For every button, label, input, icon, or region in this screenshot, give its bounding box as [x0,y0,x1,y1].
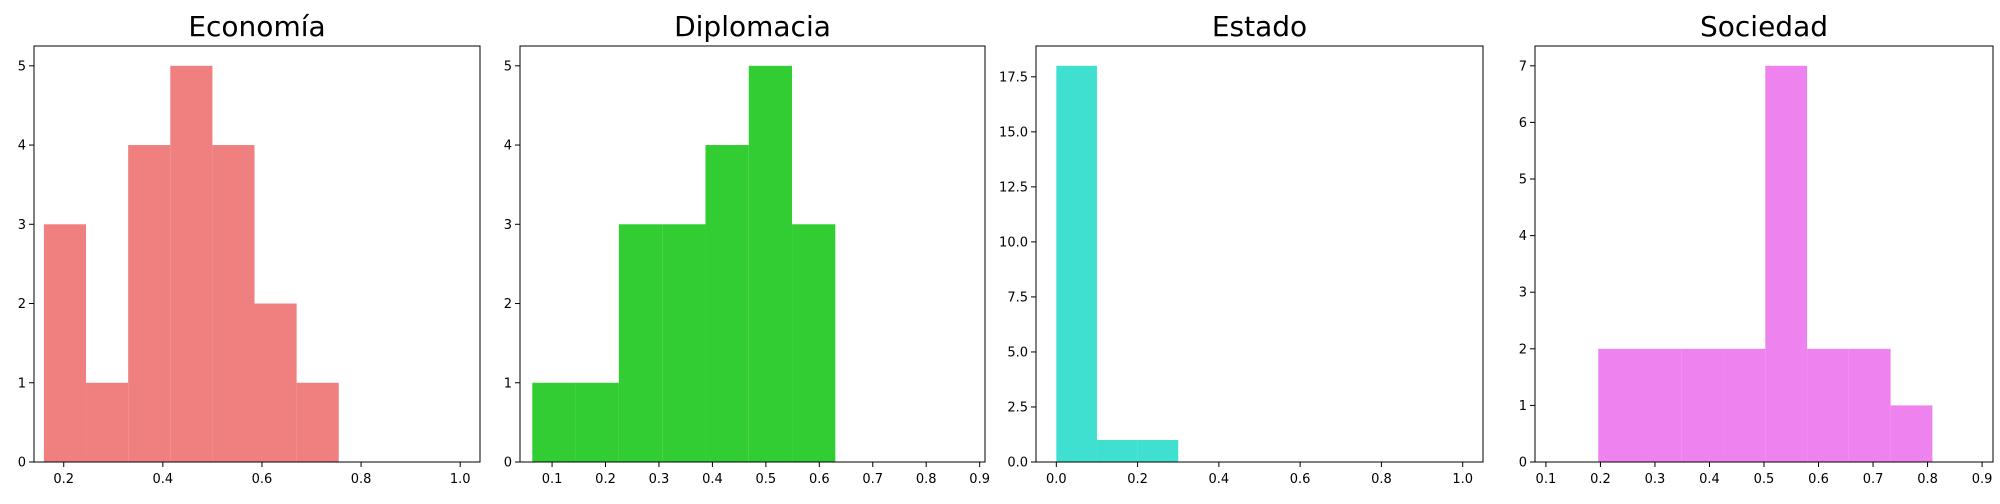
y-tick-label: 7 [1519,59,1527,74]
y-tick-label: 2 [1519,342,1527,357]
histogram-bar [792,224,836,462]
x-tick-label: 1.0 [1452,472,1473,487]
y-tick-label: 3 [18,218,26,233]
x-tick-label: 0.0 [1046,472,1067,487]
x-tick-label: 0.4 [1209,472,1230,487]
y-tick-label: 3 [504,218,512,233]
x-tick-label: 0.8 [1371,472,1392,487]
y-tick-label: 5.0 [1007,345,1028,360]
histogram-bar [1681,348,1724,462]
histogram-panel: Sociedad 0.1 0.2 0.3 0.4 0.5 0.6 0.7 0.8 0.9 0 1 2 3 4… [1519,10,1994,487]
histogram-bar [170,65,213,463]
histogram-bar [1848,348,1891,462]
histogram-bar [212,145,255,463]
y-tick-label: 0 [1519,456,1527,471]
histogram-bar [748,65,793,463]
x-tick-label: 0.5 [756,472,777,487]
y-tick-label: 4 [504,139,512,154]
x-tick-label: 0.4 [702,472,723,487]
x-tick-label: 0.2 [1590,472,1611,487]
y-tick-label: 5 [18,59,26,74]
y-tick-label: 12.5 [999,180,1028,195]
y-tick-label: 5 [504,59,512,74]
histogram-bar [1598,348,1641,462]
axes-frame [33,45,481,463]
x-tick-label: 0.7 [862,472,883,487]
x-tick-label: 0.4 [1699,472,1720,487]
histogram-bar [1807,348,1849,462]
histogram-bar [705,145,749,463]
x-tick-label: 0.9 [969,472,990,487]
histogram-panel: Economía 0.2 0.4 0.6 0.8 1.0 0 1 2 3 4 5 [18,10,481,487]
y-tick-label: 1 [18,376,26,391]
x-tick-label: 0.6 [1290,472,1311,487]
y-tick-label: 2 [18,297,26,312]
y-tick-label: 4 [1519,229,1527,244]
y-tick-label: 17.5 [999,70,1028,85]
x-tick-label: 0.5 [1754,472,1775,487]
x-tick-label: 0.4 [153,472,174,487]
chart-title: Sociedad [1700,10,1828,43]
y-tick-label: 5 [1519,173,1527,188]
histogram-bar [1723,348,1766,462]
axes-frame [1035,45,1484,463]
y-tick-label: 7.5 [1007,290,1028,305]
y-tick-label: 10.0 [999,235,1028,250]
x-tick-label: 0.2 [595,472,616,487]
histogram-bar [618,224,663,462]
y-tick-label: 6 [1519,116,1527,131]
chart-title: Diplomacia [674,10,831,43]
y-tick-label: 1 [1519,399,1527,414]
histogram-bar [1056,65,1097,463]
x-tick-label: 0.1 [1536,472,1557,487]
histogram-bar [1890,405,1933,462]
x-tick-label: 0.1 [542,472,563,487]
histogram-bar [43,224,87,462]
histogram-bar [1640,348,1682,462]
histogram-bar [662,224,706,462]
histogram-bar [254,303,297,462]
chart-title: Estado [1212,10,1307,43]
histogram-bar [575,382,619,462]
x-tick-label: 0.6 [1808,472,1829,487]
y-tick-label: 15.0 [999,125,1028,140]
x-tick-label: 0.9 [1972,472,1993,487]
histogram-bar [1096,439,1138,462]
axes-frame [519,45,986,463]
y-tick-label: 0.0 [1007,456,1028,471]
x-tick-label: 0.8 [916,472,937,487]
y-tick-label: 2 [504,297,512,312]
x-tick-label: 0.8 [351,472,372,487]
y-tick-label: 0 [18,456,26,471]
histogram-panel: Diplomacia 0.1 0.2 0.3 0.4 0.5 0.6 0.7 0.8 0.9 0 1 2… [504,10,990,487]
histogram-bar [86,382,129,462]
x-tick-label: 0.2 [53,472,74,487]
x-tick-label: 0.2 [1127,472,1148,487]
histogram-panel: Estado 0.0 0.2 0.4 0.6 0.8 1.0 0.0 2.5 5.0 7.5 10.0… [999,10,1484,487]
x-tick-label: 1.0 [450,472,471,487]
x-tick-label: 0.6 [809,472,830,487]
histogram-bar [128,145,171,463]
x-tick-label: 0.3 [649,472,670,487]
y-tick-label: 3 [1519,286,1527,301]
x-tick-label: 0.3 [1645,472,1666,487]
y-tick-label: 4 [18,139,26,154]
x-tick-label: 0.8 [1917,472,1938,487]
x-tick-label: 0.6 [252,472,273,487]
y-tick-label: 2.5 [1007,400,1028,415]
histogram-bar [1765,65,1808,463]
chart-title: Economía [188,10,325,43]
y-tick-label: 0 [504,456,512,471]
y-tick-label: 1 [504,376,512,391]
histogram-bar [296,382,339,462]
histogram-bar [532,382,576,462]
x-tick-label: 0.7 [1863,472,1884,487]
histogram-bar [1137,439,1179,462]
